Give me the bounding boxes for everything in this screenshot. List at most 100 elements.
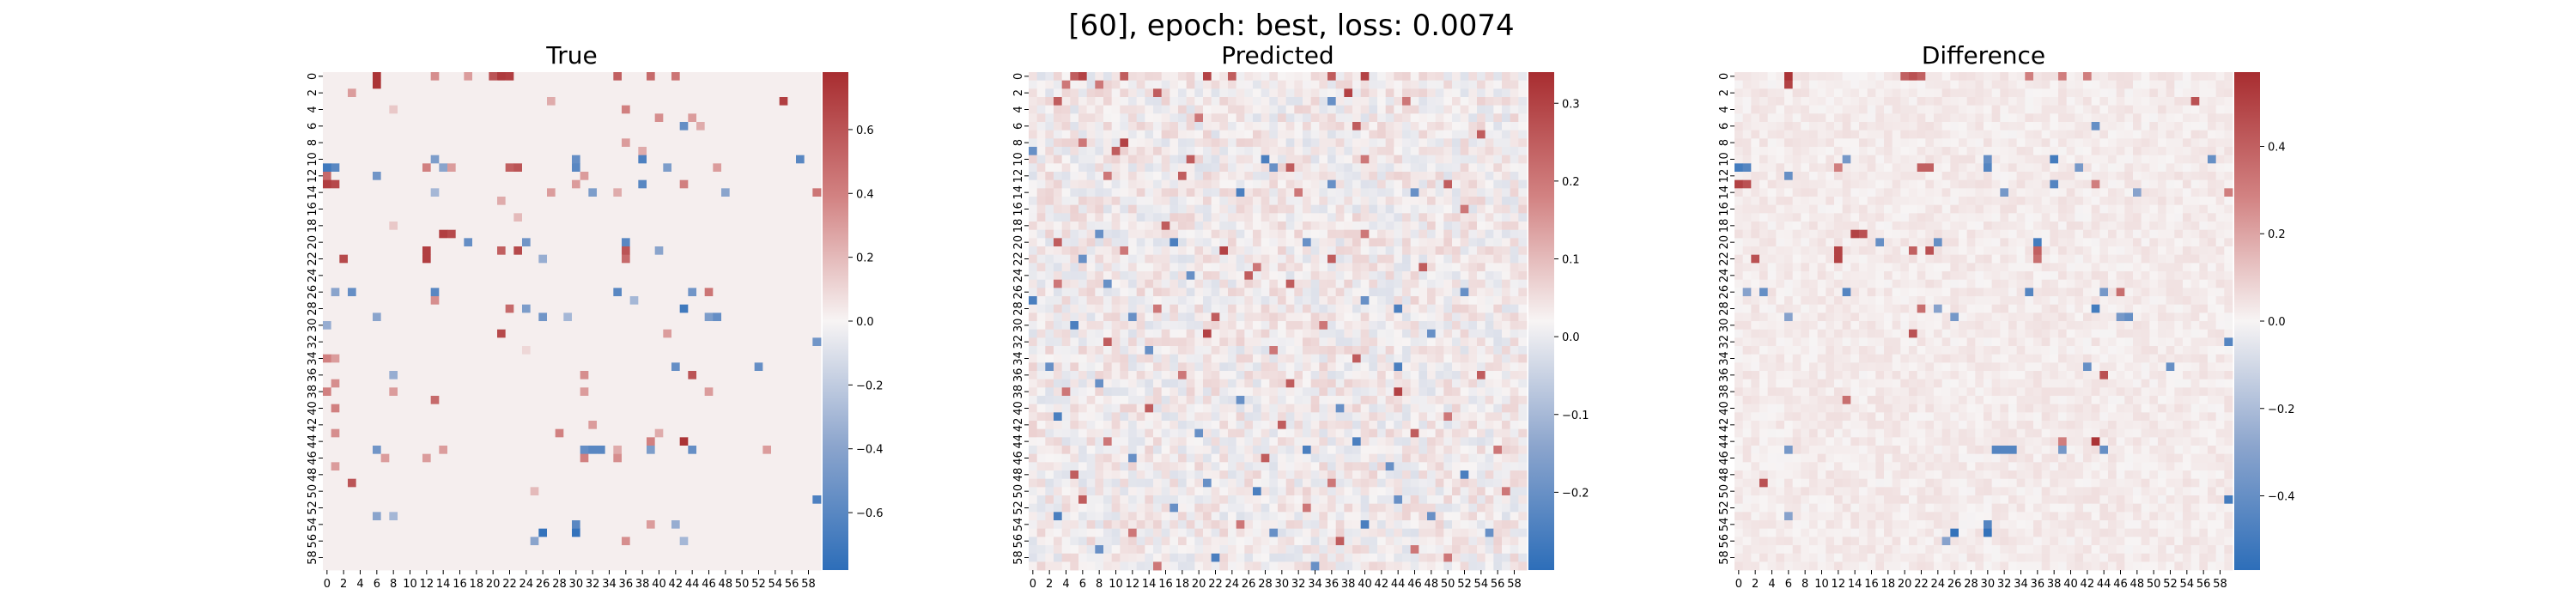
heatmap-cell [373, 428, 382, 438]
heatmap-cell [364, 396, 374, 405]
heatmap-cell [1153, 197, 1163, 206]
heatmap-cell [331, 412, 340, 422]
heatmap-cell [355, 204, 365, 214]
heatmap-cell [613, 163, 623, 173]
heatmap-cell [563, 204, 573, 214]
heatmap-cell [439, 437, 448, 446]
heatmap-cell [1045, 80, 1054, 89]
heatmap-cell [538, 545, 548, 555]
heatmap-cell [555, 296, 564, 306]
heatmap-cell [1036, 213, 1046, 222]
heatmap-cell [447, 412, 457, 422]
heatmap-cell [1435, 197, 1444, 206]
heatmap-cell [1178, 163, 1188, 173]
heatmap-cell [547, 545, 556, 555]
heatmap-cell [696, 179, 706, 189]
heatmap-cell [771, 271, 781, 281]
heatmap-cell [547, 453, 556, 463]
heatmap-cell [1419, 72, 1428, 82]
heatmap-cell [622, 105, 631, 114]
heatmap-cell [464, 520, 473, 530]
heatmap-cell [1477, 122, 1486, 131]
heatmap-cell [588, 503, 598, 513]
heatmap-cell [647, 163, 656, 173]
heatmap-cell [704, 263, 714, 272]
heatmap-cell [629, 346, 639, 355]
heatmap-cell [1410, 97, 1419, 106]
heatmap-cell [771, 279, 781, 288]
heatmap-cell [638, 130, 647, 139]
heatmap-cell [1369, 163, 1378, 173]
heatmap-cell [605, 404, 614, 413]
heatmap-cell [779, 254, 788, 264]
heatmap-cell [555, 229, 564, 239]
heatmap-cell [513, 396, 523, 405]
heatmap-cell [405, 122, 415, 131]
heatmap-cell [497, 105, 507, 114]
heatmap-cell [497, 453, 507, 463]
heatmap-cell [447, 520, 457, 530]
heatmap-cell [1095, 179, 1104, 189]
heatmap-cell [804, 130, 813, 139]
heatmap-cell [1310, 138, 1320, 148]
heatmap-cell [1178, 155, 1188, 164]
heatmap-cell [704, 545, 714, 555]
heatmap-cell [422, 288, 432, 297]
heatmap-cell [398, 462, 407, 471]
heatmap-cell [738, 437, 747, 446]
heatmap-cell [1186, 122, 1195, 131]
heatmap-cell [1269, 72, 1279, 82]
heatmap-cell [812, 304, 822, 313]
heatmap-cell [513, 204, 523, 214]
heatmap-cell [1518, 163, 1528, 173]
heatmap-cell [638, 88, 647, 98]
heatmap-cell [538, 404, 548, 413]
heatmap-cell [398, 379, 407, 388]
heatmap-cell [671, 446, 681, 455]
heatmap-cell [729, 313, 738, 322]
heatmap-cell [580, 379, 589, 388]
heatmap-cell [1377, 122, 1387, 131]
heatmap-cell [380, 503, 390, 513]
heatmap-cell [746, 321, 756, 331]
heatmap-cell [323, 545, 332, 555]
heatmap-cell [439, 462, 448, 471]
heatmap-cell [1236, 72, 1245, 82]
heatmap-cell [355, 412, 365, 422]
heatmap-cell [787, 487, 797, 496]
heatmap-cell [1427, 179, 1437, 189]
heatmap-cell [812, 329, 822, 338]
heatmap-cell [563, 421, 573, 430]
heatmap-cell [447, 80, 457, 89]
heatmap-cell [754, 379, 763, 388]
heatmap-cell [754, 204, 763, 214]
heatmap-cell [588, 304, 598, 313]
heatmap-cell [513, 130, 523, 139]
heatmap-cell [762, 188, 772, 197]
heatmap-cell [638, 512, 647, 521]
heatmap-cell [738, 362, 747, 372]
heatmap-cell [455, 163, 465, 173]
heatmap-cell [746, 470, 756, 480]
heatmap-cell [1036, 138, 1046, 148]
heatmap-cell [605, 80, 614, 89]
heatmap-cell [505, 537, 514, 546]
heatmap-cell [597, 197, 606, 206]
heatmap-cell [679, 197, 689, 206]
heatmap-cell [647, 379, 656, 388]
heatmap-cell [721, 172, 731, 181]
heatmap-cell [1054, 204, 1063, 214]
heatmap-cell [796, 520, 805, 530]
heatmap-cell [1228, 138, 1237, 148]
heatmap-cell [679, 421, 689, 430]
heatmap-cell [331, 371, 340, 380]
heatmap-cell [580, 528, 589, 537]
heatmap-cell [754, 113, 763, 123]
heatmap-cell [1045, 197, 1054, 206]
heatmap-cell [1036, 155, 1046, 164]
heatmap-cell [380, 179, 390, 189]
heatmap-cell [1029, 213, 1038, 222]
heatmap-cell [713, 179, 722, 189]
heatmap-cell [796, 271, 805, 281]
heatmap-cell [622, 88, 631, 98]
